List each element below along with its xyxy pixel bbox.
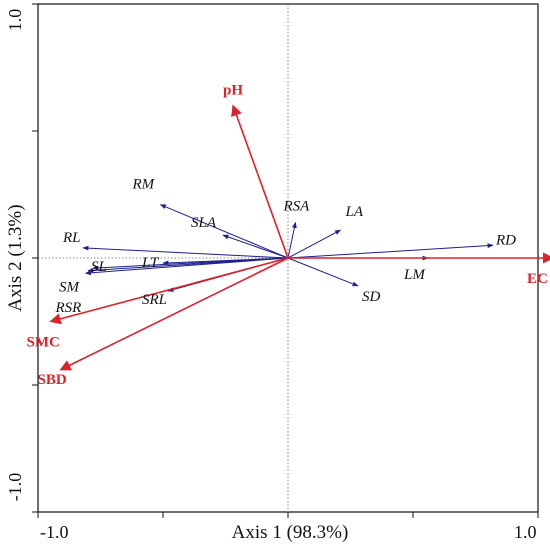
- response-vector-rd: [287, 243, 494, 259]
- response-label-sla: SLA: [191, 215, 217, 231]
- env-label-ec: EC: [527, 271, 548, 287]
- env-label-smc: SMC: [27, 335, 60, 351]
- env-label-ph: pH: [223, 83, 243, 99]
- x-ticks: [37, 512, 539, 518]
- response-label-sd: SD: [362, 289, 381, 305]
- x-tick-label-min: -1.0: [40, 522, 69, 542]
- response-label-rl: RL: [62, 230, 81, 246]
- env-vector-ph: [231, 104, 289, 259]
- y-tick-label-min: -1.0: [5, 473, 25, 502]
- env-label-sbd: SBD: [38, 372, 67, 388]
- response-vector-rsa: [287, 221, 297, 259]
- vectors-layer: [49, 104, 550, 371]
- vector-labels-layer: RL SL SM RSR LT RM SLA SRL RSA LA RD LM SD pH EC SMC SBD: [27, 83, 548, 388]
- y-ticks: [32, 3, 38, 513]
- response-label-lt: LT: [141, 255, 160, 271]
- response-vector-la: [287, 229, 342, 259]
- response-label-sm: SM: [59, 280, 81, 296]
- response-label-rm: RM: [132, 177, 156, 193]
- response-label-sl: SL: [91, 259, 107, 275]
- response-vector-lt: [162, 257, 289, 266]
- response-label-rsr: RSR: [55, 300, 82, 316]
- response-vector-rl: [82, 245, 289, 259]
- response-vector-rsr: [84, 257, 289, 276]
- response-label-srl: SRL: [142, 292, 167, 308]
- env-vector-smc: [49, 257, 289, 325]
- env-vector-sbd: [59, 257, 289, 371]
- y-axis-title: Axis 2 (1.3%): [5, 204, 26, 311]
- response-vector-sd: [287, 257, 359, 287]
- response-label-rd: RD: [495, 232, 516, 248]
- x-axis-title: Axis 1 (98.3%): [232, 522, 349, 543]
- response-vector-rm: [159, 204, 289, 259]
- response-vector-sla: [222, 234, 289, 259]
- response-label-rsa: RSA: [283, 198, 311, 214]
- x-tick-label-max: 1.0: [514, 522, 537, 542]
- y-tick-label-max: 1.0: [5, 9, 25, 32]
- response-label-lm: LM: [403, 267, 426, 283]
- response-label-la: LA: [345, 204, 364, 220]
